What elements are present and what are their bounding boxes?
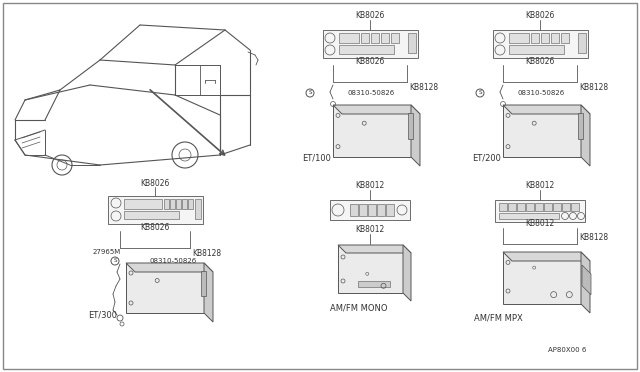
Bar (517, 203, 525, 211)
Bar (361, 33, 369, 43)
Bar (391, 33, 399, 43)
Text: AM/FM MPX: AM/FM MPX (474, 314, 523, 323)
Text: KB8012: KB8012 (355, 180, 385, 189)
Text: 08310-50826: 08310-50826 (517, 90, 564, 96)
Bar (350, 204, 358, 216)
Bar (182, 199, 187, 209)
Bar (124, 199, 162, 209)
Bar (503, 105, 581, 157)
Bar (377, 204, 385, 216)
Bar (493, 30, 588, 58)
Bar (176, 199, 181, 209)
Bar (544, 203, 552, 211)
Polygon shape (204, 263, 213, 322)
Text: KB8026: KB8026 (355, 57, 385, 65)
Bar (338, 245, 403, 293)
Text: KB8012: KB8012 (355, 225, 385, 234)
Bar (509, 33, 529, 43)
Polygon shape (333, 105, 420, 114)
Bar (408, 33, 416, 53)
Bar (170, 199, 175, 209)
Bar (188, 199, 193, 209)
Text: KB8026: KB8026 (525, 12, 555, 20)
Bar (561, 33, 569, 43)
Bar (386, 204, 394, 216)
Text: S: S (308, 90, 312, 96)
Bar (195, 199, 201, 219)
Bar (408, 113, 413, 139)
Polygon shape (338, 245, 411, 253)
Polygon shape (582, 265, 591, 295)
Bar (359, 204, 367, 216)
Bar (541, 33, 549, 43)
Bar (108, 196, 203, 224)
Bar (499, 203, 507, 211)
Bar (333, 105, 411, 157)
Text: KB8026: KB8026 (355, 12, 385, 20)
Bar (381, 33, 389, 43)
Polygon shape (503, 105, 590, 114)
Bar (578, 33, 586, 53)
Polygon shape (403, 245, 411, 301)
Polygon shape (581, 105, 590, 166)
Polygon shape (411, 105, 420, 166)
Bar (371, 33, 379, 43)
Bar (164, 199, 169, 209)
Text: KB8026: KB8026 (140, 222, 170, 231)
Bar (571, 203, 579, 211)
Polygon shape (126, 263, 213, 272)
Text: ET/100: ET/100 (302, 154, 331, 163)
Polygon shape (581, 252, 590, 313)
Text: KB8012: KB8012 (525, 180, 555, 189)
Bar (535, 203, 543, 211)
Bar (124, 211, 179, 219)
Bar (526, 203, 534, 211)
Bar (553, 203, 561, 211)
Text: AM/FM MONO: AM/FM MONO (330, 304, 387, 312)
Bar (339, 33, 359, 43)
Text: KB8128: KB8128 (579, 234, 608, 243)
Bar (509, 45, 564, 54)
Text: KB8128: KB8128 (192, 250, 221, 259)
Bar (323, 30, 418, 58)
Bar (126, 263, 204, 313)
Bar (562, 203, 570, 211)
Text: AP80X00 6: AP80X00 6 (548, 347, 586, 353)
Text: KB8128: KB8128 (409, 83, 438, 92)
Text: S: S (113, 259, 116, 263)
Bar (368, 204, 376, 216)
Bar (495, 200, 585, 222)
Bar (503, 252, 581, 304)
Bar (578, 113, 583, 139)
Text: ET/300: ET/300 (88, 311, 117, 320)
Polygon shape (503, 252, 590, 261)
Text: ET/200: ET/200 (472, 154, 501, 163)
Text: S: S (478, 90, 482, 96)
Bar (551, 33, 559, 43)
Bar (499, 213, 559, 219)
Text: KB8026: KB8026 (140, 179, 170, 187)
Text: 08310-50826: 08310-50826 (347, 90, 394, 96)
Text: 27965M: 27965M (93, 249, 121, 255)
Text: KB8012: KB8012 (525, 219, 555, 228)
Bar (358, 281, 390, 287)
Bar (508, 203, 516, 211)
Bar (531, 33, 539, 43)
Text: 08310-50826: 08310-50826 (150, 258, 197, 264)
Bar (201, 270, 206, 295)
Bar (339, 45, 394, 54)
Text: KB8128: KB8128 (579, 83, 608, 92)
Bar (330, 200, 410, 220)
Text: KB8026: KB8026 (525, 57, 555, 65)
